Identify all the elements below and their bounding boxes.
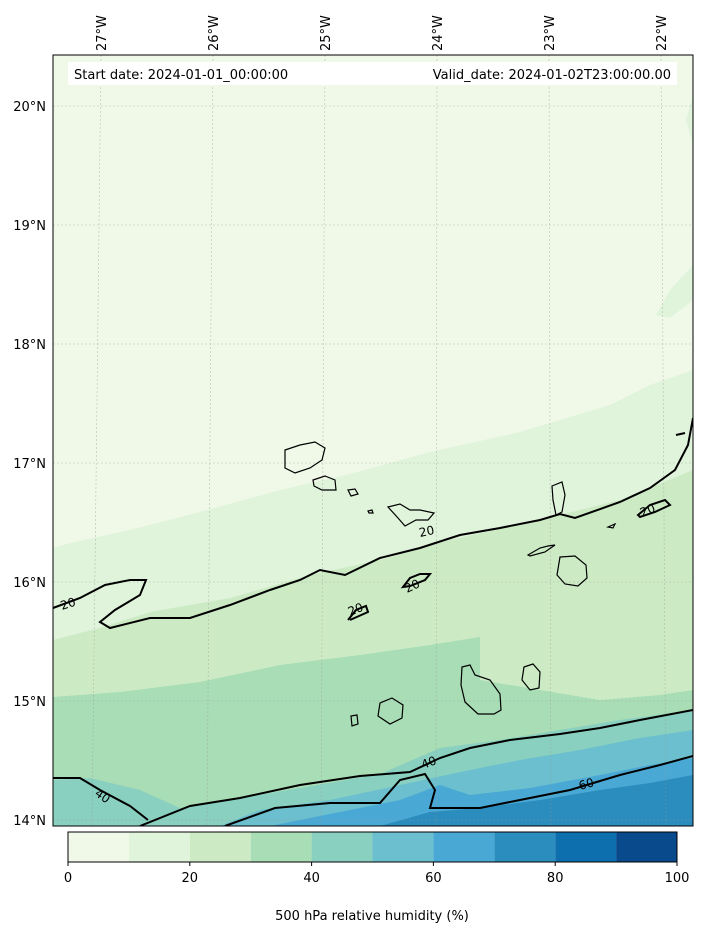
colorbar-cell bbox=[372, 832, 434, 862]
lon-label-25w: 25°W bbox=[319, 15, 334, 51]
gridlines bbox=[53, 55, 693, 826]
humidity-field bbox=[53, 55, 693, 826]
lon-label-22w: 22°W bbox=[655, 15, 670, 51]
colorbar-cell bbox=[68, 832, 129, 862]
header-box: Start date: 2024-01-01_00:00:00 Valid_da… bbox=[68, 62, 677, 85]
colorbar-frame bbox=[67, 831, 678, 863]
lat-label-20n: 20°N bbox=[13, 100, 46, 115]
contour-label-20-east: 20 bbox=[638, 501, 657, 520]
lat-label-18n: 18°N bbox=[13, 338, 46, 353]
island-santo-antao bbox=[284, 441, 326, 474]
contour-label-20-center: 20 bbox=[418, 523, 436, 540]
colorbar: 0 20 40 60 80 100 500 hPa relative humidity (… bbox=[64, 831, 690, 924]
map-frame bbox=[52, 54, 694, 827]
contour-20-main bbox=[53, 417, 693, 630]
island-sao-nicolau bbox=[386, 503, 436, 527]
colorbar-tick-label: 100 bbox=[665, 871, 690, 886]
lat-label-14n: 14°N bbox=[13, 814, 46, 829]
lon-label-27w: 27°W bbox=[95, 15, 110, 51]
contour-label-20-loop-a: 20 bbox=[346, 600, 365, 619]
valid-date-text: Valid_date: 2024-01-02T23:00:00.00 bbox=[433, 68, 671, 83]
coastlines bbox=[284, 441, 617, 727]
latitude-labels: 20°N 19°N 18°N 17°N 16°N 15°N 14°N bbox=[13, 100, 46, 829]
colorbar-cell bbox=[311, 832, 373, 862]
contour-40-south bbox=[139, 709, 693, 826]
island-maio bbox=[521, 663, 541, 691]
lat-label-16n: 16°N bbox=[13, 576, 46, 591]
contour-lines bbox=[53, 417, 693, 826]
start-date-text: Start date: 2024-01-01_00:00:00 bbox=[74, 68, 288, 83]
colorbar-cells bbox=[68, 832, 677, 862]
colorbar-tick-label: 60 bbox=[425, 871, 442, 886]
colorbar-tick-label: 40 bbox=[303, 871, 320, 886]
contour-20-loop-b bbox=[400, 573, 433, 589]
island-sao-vicente bbox=[312, 475, 337, 491]
islet-rasa bbox=[526, 544, 556, 557]
contour-label-20-loop-b: 20 bbox=[402, 577, 422, 596]
island-branco bbox=[367, 509, 374, 514]
contour-labels: 20 20 20 20 20 40 40 60 bbox=[59, 501, 658, 806]
header-background bbox=[68, 62, 677, 85]
lon-label-24w: 24°W bbox=[431, 15, 446, 51]
longitude-labels: 27°W 26°W 25°W 24°W 23°W 22°W bbox=[95, 15, 670, 51]
contour-20-loop-a bbox=[347, 604, 370, 621]
colorbar-ticks: 0 20 40 60 80 100 bbox=[64, 862, 690, 886]
band-70-80 bbox=[380, 775, 693, 826]
contour-label-40-center: 40 bbox=[419, 753, 438, 771]
lon-label-23w: 23°W bbox=[543, 15, 558, 51]
island-santiago bbox=[460, 664, 502, 715]
contour-label-20-west: 20 bbox=[59, 595, 78, 613]
contour-label-60: 60 bbox=[577, 775, 595, 792]
colorbar-cell bbox=[433, 832, 495, 862]
colorbar-label: 500 hPa relative humidity (%) bbox=[275, 909, 469, 924]
island-boa-vista bbox=[556, 555, 588, 587]
contour-60 bbox=[224, 755, 693, 826]
island-fogo bbox=[377, 697, 404, 725]
island-santa-luzia bbox=[347, 488, 359, 497]
colorbar-cell bbox=[555, 832, 617, 862]
colorbar-cell bbox=[250, 832, 312, 862]
contour-20-loop-c bbox=[636, 498, 672, 519]
colorbar-cell bbox=[494, 832, 556, 862]
lon-label-26w: 26°W bbox=[207, 15, 222, 51]
colorbar-tick-label: 0 bbox=[64, 871, 72, 886]
band-10-20-northeast bbox=[656, 265, 693, 318]
islet-east bbox=[605, 522, 617, 529]
island-sal bbox=[551, 481, 566, 516]
lat-label-19n: 19°N bbox=[13, 219, 46, 234]
contour-20-small bbox=[675, 432, 686, 436]
island-brava bbox=[350, 714, 359, 727]
colorbar-tick-label: 80 bbox=[547, 871, 564, 886]
colorbar-tick-label: 20 bbox=[182, 871, 199, 886]
contour-40-west bbox=[53, 777, 149, 821]
lat-label-17n: 17°N bbox=[13, 457, 46, 472]
colorbar-cell bbox=[189, 832, 251, 862]
lat-label-15n: 15°N bbox=[13, 695, 46, 710]
band-10-20-north-edge bbox=[686, 95, 693, 145]
colorbar-cell bbox=[616, 832, 677, 862]
colorbar-cell bbox=[128, 832, 190, 862]
